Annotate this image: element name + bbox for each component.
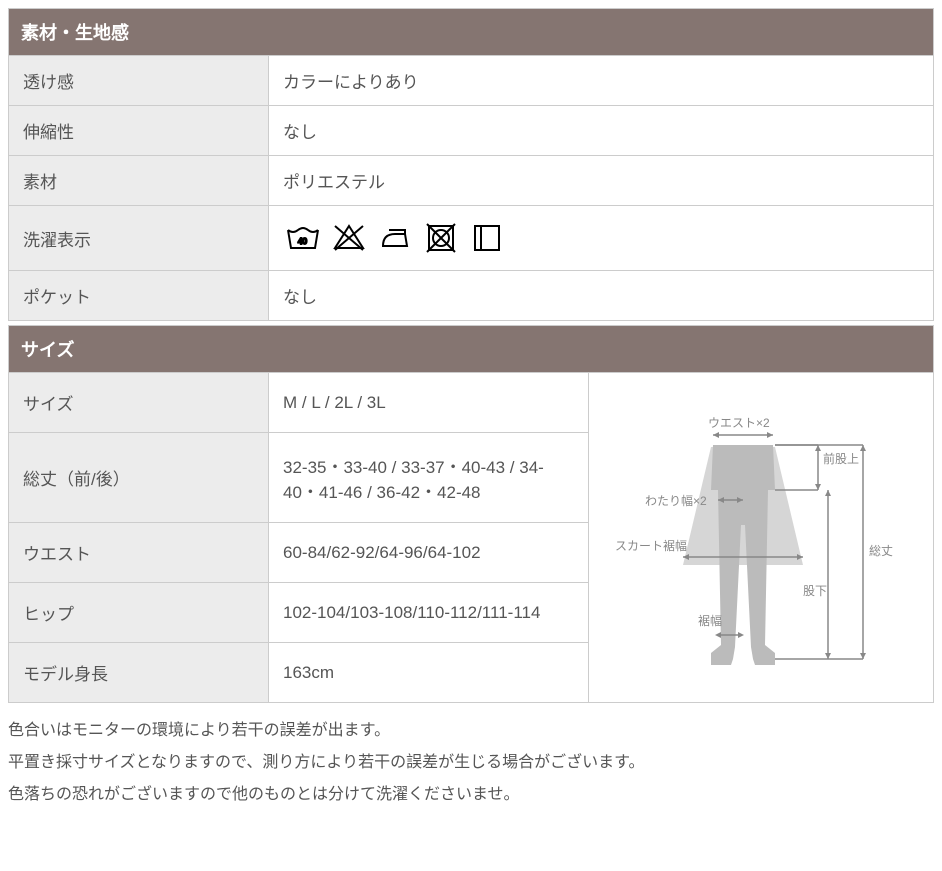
table-row: ポケットなし	[9, 271, 934, 321]
note-line: 平置き採寸サイズとなりますので、測り方により若干の誤差が生じる場合がございます。	[8, 747, 934, 779]
row-value: なし	[269, 271, 934, 321]
iron-icon	[375, 218, 415, 258]
note-line: 色合いはモニターの環境により若干の誤差が出ます。	[8, 715, 934, 747]
row-label: 素材	[9, 156, 269, 206]
diagram-label-hem: 裾幅	[698, 613, 722, 628]
row-value: 60-84/62-92/64-96/64-102	[269, 523, 589, 583]
diagram-label-length: 総丈	[869, 544, 893, 558]
size-diagram: ウエスト×2 前股上 わたり幅×2	[603, 385, 919, 690]
row-value: 163cm	[269, 643, 589, 703]
row-label: ポケット	[9, 271, 269, 321]
table-row: 伸縮性なし	[9, 106, 934, 156]
diagram-label-skirt-hem: スカート裾幅	[615, 538, 687, 553]
table-row: 素材ポリエステル	[9, 156, 934, 206]
notes-block: 色合いはモニターの環境により若干の誤差が出ます。 平置き採寸サイズとなりますので…	[8, 715, 934, 811]
row-value: 32-35・33-40 / 33-37・40-43 / 34-40・41-46 …	[269, 433, 589, 523]
diagram-label-rise: 前股上	[823, 451, 859, 466]
material-header: 素材・生地感	[9, 9, 934, 56]
material-table: 素材・生地感 透け感カラーによりあり 伸縮性なし 素材ポリエステル 洗濯表示 4…	[8, 8, 934, 321]
note-line: 色落ちの恐れがございますので他のものとは分けて洗濯くださいませ。	[8, 779, 934, 811]
table-row: サイズ M / L / 2L / 3L ウエスト×2	[9, 373, 934, 433]
no-bleach-icon	[329, 218, 369, 258]
row-label: モデル身長	[9, 643, 269, 703]
row-label: ヒップ	[9, 583, 269, 643]
size-diagram-cell: ウエスト×2 前股上 わたり幅×2	[589, 373, 934, 703]
row-value: M / L / 2L / 3L	[269, 373, 589, 433]
row-value: カラーによりあり	[269, 56, 934, 106]
row-value: ポリエステル	[269, 156, 934, 206]
size-header: サイズ	[9, 326, 934, 373]
row-label: 透け感	[9, 56, 269, 106]
care-icons-cell: 40	[269, 206, 934, 271]
row-label: サイズ	[9, 373, 269, 433]
row-label: 洗濯表示	[9, 206, 269, 271]
diagram-label-waist: ウエスト×2	[708, 416, 770, 430]
row-value: 102-104/103-108/110-112/111-114	[269, 583, 589, 643]
row-label: ウエスト	[9, 523, 269, 583]
dry-flat-icon	[467, 218, 507, 258]
table-row: 透け感カラーによりあり	[9, 56, 934, 106]
diagram-label-thigh: わたり幅×2	[645, 493, 707, 508]
svg-text:40: 40	[298, 237, 307, 246]
table-row: 洗濯表示 40	[9, 206, 934, 271]
diagram-label-inseam: 股下	[803, 584, 827, 598]
row-label: 伸縮性	[9, 106, 269, 156]
row-value: なし	[269, 106, 934, 156]
wash-40-icon: 40	[283, 218, 323, 258]
no-tumble-dry-icon	[421, 218, 461, 258]
size-table: サイズ サイズ M / L / 2L / 3L ウエスト×2	[8, 325, 934, 703]
row-label: 総丈（前/後）	[9, 433, 269, 523]
